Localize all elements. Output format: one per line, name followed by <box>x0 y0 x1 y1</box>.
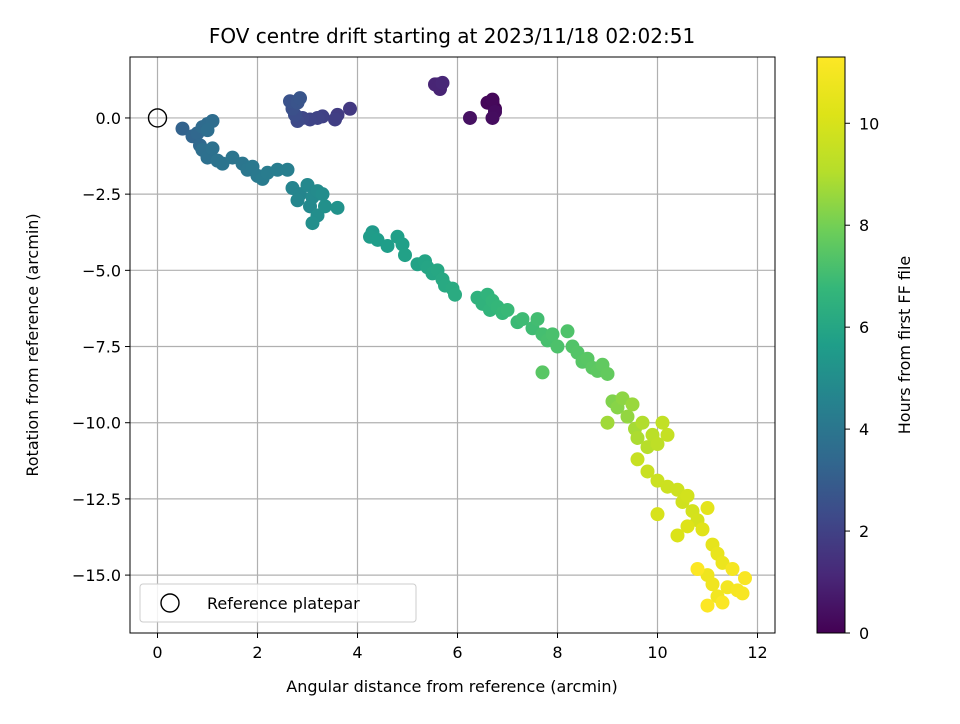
data-point <box>205 141 220 156</box>
data-point <box>560 324 575 339</box>
colorbar-tick-label: 10 <box>859 114 879 133</box>
data-point <box>290 193 305 208</box>
data-point <box>280 162 295 177</box>
y-tick-label: −15.0 <box>72 566 121 585</box>
data-point <box>328 112 342 127</box>
y-tick-label: −12.5 <box>72 490 121 509</box>
data-point <box>293 91 307 106</box>
data-point <box>625 397 640 412</box>
colorbar-tick-label: 8 <box>859 216 869 235</box>
y-axis-ticks: 0.0 −2.5 −5.0 −7.5 −10.0 −12.5 −15.0 <box>72 109 130 585</box>
colorbar: 0 2 4 6 8 10 Hours from first FF file <box>816 56 914 643</box>
data-point <box>200 123 215 138</box>
data-point <box>550 339 565 354</box>
grid-lines <box>130 57 775 633</box>
data-point <box>515 312 530 327</box>
data-point <box>330 200 345 215</box>
y-tick-label: −7.5 <box>82 338 121 357</box>
data-point <box>690 562 705 576</box>
legend-box <box>139 583 417 623</box>
data-point <box>435 75 450 90</box>
data-point <box>630 452 645 467</box>
data-point <box>670 528 685 543</box>
plot-frame <box>129 56 776 634</box>
data-point <box>655 415 670 430</box>
data-point <box>398 248 412 263</box>
data-point <box>680 519 695 534</box>
reference-platepar-marker <box>147 108 168 128</box>
x-axis-ticks: 0 2 4 6 8 10 12 <box>152 633 768 662</box>
y-axis-label: Rotation from reference (arcmin) <box>23 213 42 476</box>
data-point <box>380 238 395 253</box>
data-point <box>620 409 635 424</box>
data-point <box>485 110 500 125</box>
colorbar-tick-label: 4 <box>859 420 869 439</box>
data-point <box>530 312 545 327</box>
data-point <box>725 562 740 576</box>
data-point <box>448 287 462 302</box>
legend: Reference platepar <box>139 583 417 623</box>
data-point <box>735 586 750 601</box>
data-point <box>343 101 357 116</box>
x-tick-label: 10 <box>647 643 667 662</box>
data-point <box>175 121 190 136</box>
data-point <box>395 237 410 252</box>
y-tick-label: −5.0 <box>82 261 121 280</box>
data-point <box>660 427 675 442</box>
data-point <box>715 595 730 610</box>
data-point <box>315 187 330 202</box>
x-axis-label: Angular distance from reference (arcmin) <box>286 677 617 696</box>
data-point <box>650 507 665 522</box>
data-point <box>738 571 752 586</box>
x-tick-label: 12 <box>747 643 767 662</box>
x-tick-label: 2 <box>252 643 262 662</box>
data-points <box>175 75 752 613</box>
x-tick-label: 0 <box>152 643 162 662</box>
colorbar-tick-label: 2 <box>859 522 869 541</box>
x-tick-label: 6 <box>452 643 462 662</box>
data-point <box>600 415 615 430</box>
legend-marker-icon <box>160 593 180 613</box>
x-tick-label: 8 <box>552 643 562 662</box>
colorbar-label: Hours from first FF file <box>895 256 914 435</box>
data-point <box>700 598 715 613</box>
data-point <box>535 365 550 380</box>
y-tick-label: 0.0 <box>96 109 121 128</box>
colorbar-ticks: 0 2 4 6 8 10 <box>845 114 879 643</box>
data-point <box>630 430 645 445</box>
chart-title: FOV centre drift starting at 2023/11/18 … <box>209 24 695 48</box>
colorbar-tick-label: 6 <box>859 318 869 337</box>
colorbar-tick-label: 0 <box>859 624 869 643</box>
data-point <box>650 437 665 452</box>
data-point <box>318 199 332 214</box>
x-tick-label: 4 <box>352 643 362 662</box>
data-point <box>680 488 695 503</box>
data-point <box>270 162 285 177</box>
data-point <box>635 415 650 430</box>
data-point <box>600 366 615 381</box>
data-point <box>640 464 655 479</box>
data-point <box>545 327 560 342</box>
legend-entry-reference-platepar: Reference platepar <box>207 594 360 613</box>
data-point <box>705 577 720 592</box>
y-tick-label: −10.0 <box>72 414 121 433</box>
data-point <box>695 522 710 537</box>
colorbar-gradient <box>816 56 846 634</box>
data-point <box>700 501 715 516</box>
data-point <box>500 302 515 317</box>
data-point <box>305 216 320 231</box>
y-tick-label: −2.5 <box>82 185 121 204</box>
data-point <box>485 92 500 107</box>
data-point <box>463 110 477 125</box>
